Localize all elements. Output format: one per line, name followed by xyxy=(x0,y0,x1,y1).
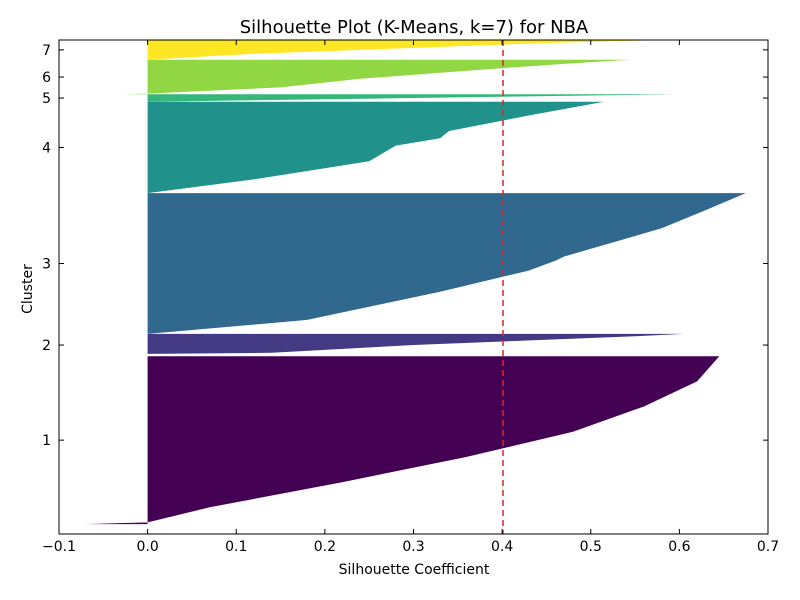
x-tick-label: 0.1 xyxy=(225,539,247,555)
y-tick-label: 5 xyxy=(42,91,51,107)
x-tick-label: −0.1 xyxy=(42,539,76,555)
silhouette-band-cluster-2 xyxy=(148,334,684,356)
y-tick-label: 1 xyxy=(42,433,51,449)
silhouette-band-cluster-4 xyxy=(148,102,604,193)
y-tick-label: 6 xyxy=(42,70,51,86)
x-tick-label: 0.7 xyxy=(757,539,779,555)
x-tick-label: 0.5 xyxy=(580,539,602,555)
x-tick-label: 0.6 xyxy=(668,539,690,555)
x-tick-label: 0.2 xyxy=(314,539,336,555)
x-axis-label: Silhouette Coefficient xyxy=(339,562,490,578)
silhouette-band-cluster-7 xyxy=(148,40,667,60)
y-tick-label: 3 xyxy=(42,257,51,273)
y-tick-label: 7 xyxy=(42,43,51,59)
silhouette-band-cluster-6 xyxy=(121,60,631,95)
x-tick-label: 0.4 xyxy=(491,539,513,555)
x-tick-label: 0.0 xyxy=(136,539,158,555)
x-tick-label: 0.3 xyxy=(402,539,424,555)
chart-title: Silhouette Plot (K-Means, k=7) for NBA xyxy=(240,17,589,38)
silhouette-band-cluster-5 xyxy=(148,94,675,102)
y-tick-label: 2 xyxy=(42,338,51,354)
silhouette-band-cluster-3 xyxy=(148,193,746,334)
plot-area xyxy=(86,40,746,534)
y-tick-label: 4 xyxy=(42,140,51,156)
y-axis-label: Cluster xyxy=(20,264,36,314)
silhouette-band-cluster-1 xyxy=(86,356,720,524)
